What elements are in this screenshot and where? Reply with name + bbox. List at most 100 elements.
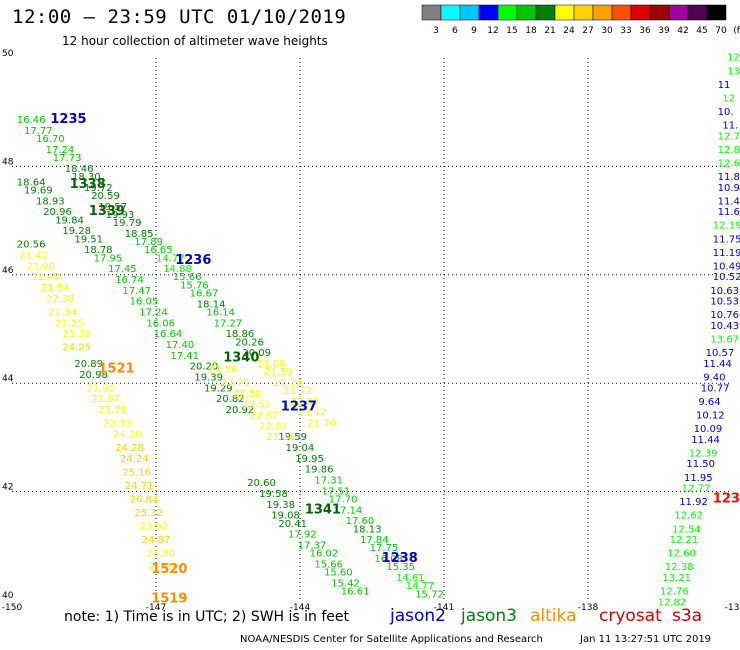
wave-height-value: 19.58: [259, 489, 288, 500]
wave-height-value: 12.38: [665, 562, 694, 573]
color-scale-label: 15: [506, 26, 517, 36]
color-scale-label: 45: [696, 26, 707, 36]
wave-height-value: 11.95: [684, 473, 713, 484]
wave-height-value: 17.45: [108, 264, 137, 275]
wave-height-value: 18.93: [36, 196, 65, 207]
wave-height-value: 17.47: [122, 286, 151, 297]
wave-height-value: 12.82: [658, 597, 687, 608]
wave-height-value: 23.92: [139, 522, 168, 533]
wave-height-value: 20.92: [226, 405, 255, 416]
wave-height-value: 18.13: [353, 524, 382, 535]
wave-height-value: 16.14: [206, 307, 235, 318]
wave-height-value: 20.41: [278, 519, 307, 530]
wave-height-value: 10.57: [706, 348, 735, 359]
pass-time-label: 1519: [151, 592, 187, 607]
color-scale-label: 6: [452, 26, 458, 36]
wave-height-value: 16.74: [115, 275, 144, 286]
wave-height-value: 20.96: [43, 207, 72, 218]
wave-height-value: 17.60: [346, 516, 375, 527]
wave-height-value: 16.65: [144, 245, 173, 256]
pass-time-label: 1237: [281, 399, 317, 414]
wave-height-value: 21.08: [257, 359, 286, 370]
lat-tick-label: 40: [2, 591, 14, 601]
color-scale-label: 42: [677, 26, 688, 36]
wave-height-value: 20.26: [235, 337, 264, 348]
wave-height-value: 12.39: [689, 448, 718, 459]
wave-height-value: 11.43: [718, 196, 740, 207]
wave-height-value: 17.95: [94, 253, 123, 264]
wave-height-value: 19.69: [24, 186, 53, 197]
wave-height-value: 12.62: [674, 511, 703, 522]
wave-height-value: 19.51: [74, 234, 103, 245]
wave-height-value: 23.80: [146, 549, 175, 560]
wave-height-value: 10.: [718, 107, 734, 118]
wave-height-value: 16.06: [146, 318, 175, 329]
wave-height-value: 12.7: [718, 131, 740, 142]
wave-height-value: 21.70: [307, 419, 336, 430]
wave-height-value: 19.86: [305, 465, 334, 476]
pass-time-label: 1236: [175, 253, 211, 268]
wave-height-value: 21.56: [209, 364, 238, 375]
wave-height-value: 14.77: [406, 581, 435, 592]
wave-height-value: 21.90: [86, 383, 115, 394]
wave-height-value: 17.77: [24, 126, 53, 137]
wave-height-value: 14.77: [156, 253, 185, 264]
color-scale-label: 30: [601, 26, 613, 36]
pass-time-label: 1520: [151, 562, 187, 577]
wave-height-value: 16.64: [154, 329, 183, 340]
wave-height-value: 13: [727, 66, 740, 77]
wave-height-value: 21.34: [48, 307, 77, 318]
wave-height-value: 16.46: [17, 115, 46, 126]
lat-tick-label: 50: [2, 49, 14, 59]
wave-height-value: 17.70: [329, 494, 358, 505]
wave-height-value: 19.72: [84, 183, 113, 194]
generated-timestamp: Jan 11 13:27:51 UTC 2019: [580, 634, 712, 645]
wave-height-value: 18.46: [65, 164, 94, 175]
wave-height-value: 18.30: [72, 172, 101, 183]
wave-height-value: 18.86: [226, 329, 255, 340]
wave-height-value: 10.52: [713, 272, 740, 283]
wave-height-value: 17.92: [288, 530, 317, 541]
wave-height-value: 22.51: [242, 400, 271, 411]
pass-time-label: 1339: [89, 204, 125, 219]
wave-height-value: 19.29: [204, 383, 233, 394]
wave-height-value: 21.25: [55, 318, 84, 329]
wave-height-value: 16.61: [341, 587, 370, 598]
color-swatch: [706, 4, 727, 21]
legend-jason3: jason3: [461, 606, 517, 626]
wave-height-value: 22.38: [46, 294, 75, 305]
color-scale-label: 12: [487, 26, 498, 36]
wave-height-value: 21.14: [266, 432, 295, 443]
wave-height-value: 17.73: [53, 153, 82, 164]
wave-height-value: 21.72: [283, 386, 312, 397]
lat-tick-label: 46: [2, 266, 14, 276]
wave-height-value: 19.79: [113, 218, 142, 229]
legend-altika: altika: [530, 606, 577, 626]
wave-height-value: 21.87: [91, 394, 120, 405]
lon-tick-label: -147: [146, 603, 166, 613]
wave-height-value: 17.41: [170, 351, 199, 362]
wave-height-value: 11.75: [713, 234, 740, 245]
wave-height-value: 21.48: [31, 272, 60, 283]
wave-height-value: 12.21: [670, 535, 699, 546]
pass-time-label: 1340: [223, 351, 259, 366]
wave-height-value: 10.63: [710, 286, 739, 297]
color-scale-label: 70: [715, 26, 727, 36]
wave-height-value: 15.66: [173, 272, 202, 283]
wave-height-value: 25.16: [122, 467, 151, 478]
wave-height-value: 12.54: [672, 524, 701, 535]
wave-height-value: 11.92: [679, 497, 708, 508]
wave-height-value: 23.75: [221, 378, 250, 389]
wave-height-value: 17.89: [134, 237, 163, 248]
wave-height-value: 9.40: [703, 372, 725, 383]
wave-height-value: 25.32: [134, 508, 163, 519]
wave-height-value: 12: [722, 93, 735, 104]
wave-height-value: 20.60: [247, 478, 276, 489]
color-scale-label: 39: [658, 26, 670, 36]
wave-height-value: 15.42: [331, 578, 360, 589]
wave-height-value: 18.78: [84, 245, 113, 256]
wave-height-value: 22.34: [149, 562, 178, 573]
wave-height-value: 13.21: [662, 573, 691, 584]
